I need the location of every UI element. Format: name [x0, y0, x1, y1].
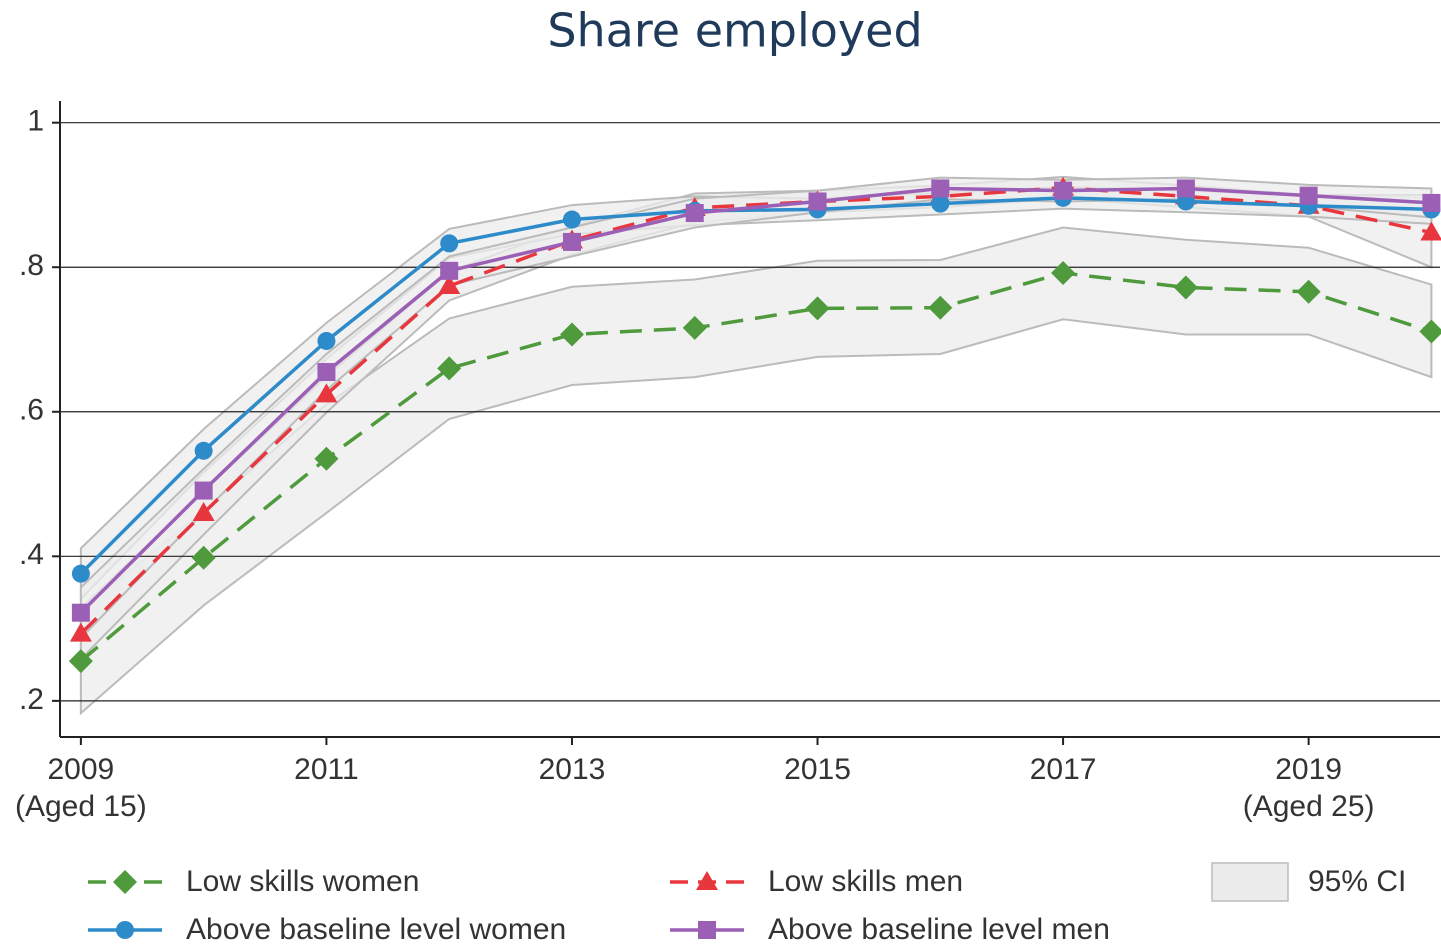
- series-line: [79, 196, 1432, 575]
- marker: [696, 871, 718, 890]
- series: [68, 261, 1441, 674]
- marker: [1051, 261, 1076, 286]
- series: [71, 179, 1441, 622]
- marker: [191, 545, 216, 570]
- marker: [1296, 279, 1321, 304]
- y-tick-label: .6: [19, 394, 44, 427]
- marker: [1299, 186, 1318, 205]
- marker: [314, 446, 339, 471]
- marker: [192, 501, 215, 521]
- marker: [1176, 179, 1195, 198]
- legend-label: Low skills men: [768, 865, 963, 898]
- marker: [71, 603, 90, 622]
- marker: [685, 204, 704, 223]
- marker: [931, 194, 950, 213]
- x-tick-label: 2015: [784, 753, 851, 786]
- legend-item: Above baseline level men: [670, 913, 1110, 946]
- x-tick-sublabel: (Aged 25): [1243, 790, 1375, 823]
- legend-label: Above baseline level women: [186, 913, 566, 946]
- x-tick-label: 2013: [539, 753, 606, 786]
- chart-title: Share employed: [547, 4, 922, 58]
- marker: [805, 296, 830, 321]
- marker: [440, 234, 459, 253]
- marker: [317, 331, 336, 350]
- marker: [559, 322, 584, 347]
- series-line: [79, 186, 1432, 614]
- marker: [562, 232, 581, 251]
- marker: [71, 564, 90, 583]
- legend-label: Above baseline level men: [768, 913, 1110, 946]
- marker: [808, 192, 827, 211]
- marker: [194, 481, 213, 500]
- marker: [440, 261, 459, 280]
- legend-item: Low skills men: [670, 865, 963, 898]
- ci-band: [79, 226, 1433, 716]
- marker: [68, 649, 93, 674]
- y-tick-label: .4: [19, 538, 44, 571]
- x-tick-label: 2009: [47, 753, 114, 786]
- marker: [315, 383, 338, 403]
- marker: [113, 870, 137, 894]
- marker: [928, 295, 953, 320]
- marker: [1420, 221, 1441, 241]
- marker: [1422, 193, 1441, 212]
- marker: [437, 356, 462, 381]
- legend-label: 95% CI: [1308, 865, 1406, 898]
- ci-bands: [79, 175, 1433, 716]
- marker: [116, 921, 134, 939]
- marker: [438, 275, 461, 295]
- marker: [1054, 181, 1073, 200]
- x-tick-label: 2017: [1030, 753, 1097, 786]
- marker: [562, 210, 581, 229]
- legend-label: Low skills women: [186, 865, 419, 898]
- marker: [317, 363, 336, 382]
- series-line: [79, 185, 1432, 635]
- x-tick-label: 2019: [1275, 753, 1342, 786]
- marker: [698, 921, 716, 939]
- y-tick-label: .2: [19, 683, 44, 716]
- marker: [1173, 275, 1198, 300]
- marker: [931, 179, 950, 198]
- legend-item: Low skills women: [88, 865, 419, 898]
- marker: [69, 622, 92, 642]
- y-tick-label: .8: [19, 249, 44, 282]
- marker: [1419, 319, 1441, 344]
- legend-item: Above baseline level women: [88, 913, 566, 946]
- legend-ci-swatch: [1211, 862, 1289, 902]
- y-tick-label: 1: [27, 105, 44, 138]
- marker: [194, 441, 213, 460]
- marker: [682, 315, 707, 340]
- x-tick-label: 2011: [294, 753, 359, 786]
- series-line: [79, 271, 1432, 663]
- x-tick-sublabel: (Aged 15): [15, 790, 147, 823]
